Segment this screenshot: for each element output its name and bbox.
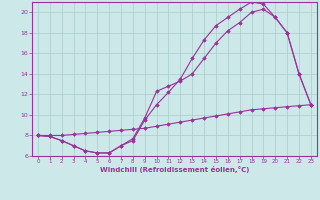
X-axis label: Windchill (Refroidissement éolien,°C): Windchill (Refroidissement éolien,°C): [100, 166, 249, 173]
